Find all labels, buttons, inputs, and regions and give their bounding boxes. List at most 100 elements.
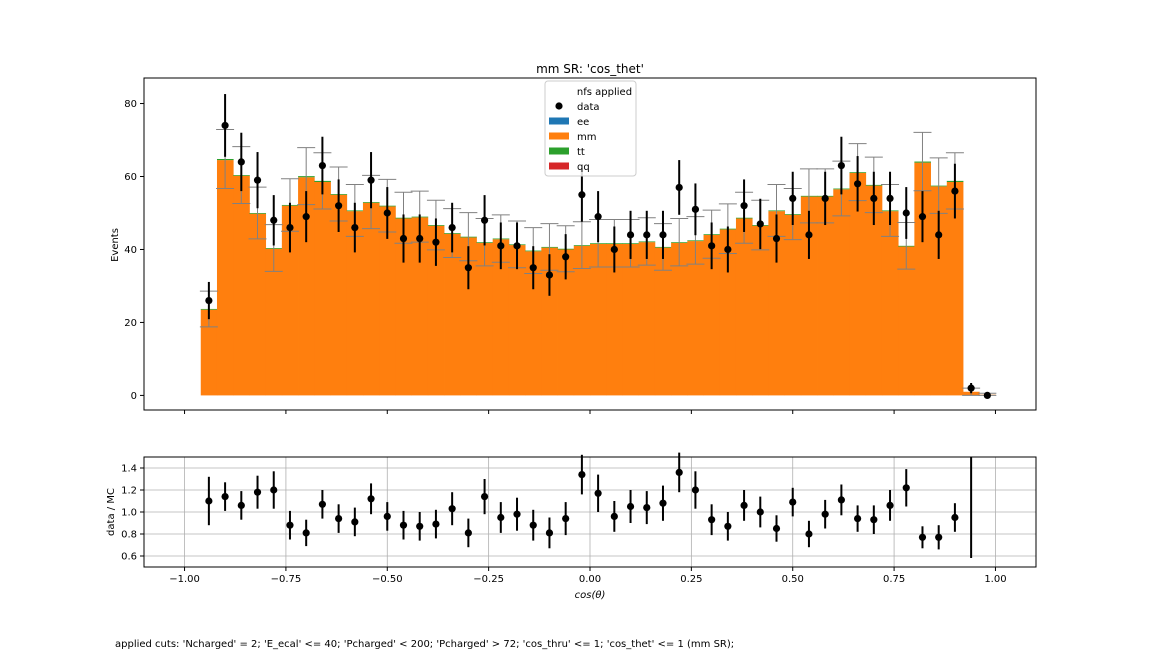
bar-mm [395,218,412,396]
bar-mm [573,245,591,396]
ratio-point [399,510,408,540]
bar-mm [233,175,250,396]
legend-entry-qq: qq [549,162,590,173]
bar-mm [752,225,769,396]
applied-cuts-caption: applied cuts: 'Ncharged' = 2; 'E_ecal' <… [115,639,735,650]
ratio-point [886,490,894,521]
legend-label: data [577,102,600,113]
bar-mm [460,237,477,396]
data-point [529,246,537,290]
x-tick-label: 0.00 [579,574,601,585]
data-point [918,191,927,243]
bar-mm [930,186,948,396]
bar-mm [865,185,883,396]
ratio-y-tick-label: 1.4 [121,464,137,475]
ratio-y-tick-label: 0.6 [121,552,137,563]
data-point [302,191,310,243]
ratio-point [221,482,229,511]
legend-entry-ee: ee [549,117,589,128]
bar-mm [654,247,672,396]
data-point [383,187,391,239]
data-point [513,222,521,270]
ratio-point [854,505,862,532]
legend-swatch [549,162,569,170]
data-point [399,214,408,263]
ratio-point [237,491,245,520]
ratio-point [772,515,781,542]
data-point [708,222,716,270]
bar-mm [671,242,688,396]
data-point [480,195,489,246]
bar-mm [557,249,575,396]
bar-mm [444,233,461,396]
data-point [772,214,781,263]
ratio-point [367,483,375,515]
legend-swatch [549,147,569,155]
legend-label: ee [577,117,589,128]
data-point [789,171,797,226]
ratio-point [497,502,505,533]
bar-mm [898,246,915,396]
data-points [205,94,991,400]
legend-label: tt [577,147,585,158]
ratio-point [253,475,262,509]
data-point [237,132,245,192]
data-point [805,210,813,259]
legend-entries: data ee mm tt qq [549,102,600,173]
x-tick-label: 0.50 [782,574,804,585]
x-tick-label: −0.75 [271,574,302,585]
bar-mm [638,242,656,396]
y-tick-label: 20 [124,318,137,329]
ratio-point [789,487,797,517]
ratio-y-tick-label: 1.0 [121,508,137,519]
bar-mm [622,244,640,396]
ratio-point [318,490,326,519]
ratio-point [432,509,440,539]
data-point [594,191,602,243]
ratio-point [529,509,537,541]
y-tick-label: 80 [124,99,137,110]
data-point [432,218,440,266]
data-point [545,254,554,296]
ratio-point [902,469,910,507]
legend-marker [555,102,563,110]
y-axis-label: Events [110,228,121,262]
bar-mm [784,214,802,396]
bar-mm [800,196,818,396]
ratio-points [205,452,973,558]
bar-mm [249,213,267,396]
bar-mm [298,177,315,396]
ratio-y-axis-label: data / MC [106,488,117,536]
ratio-point [626,490,635,523]
data-point [724,226,732,273]
data-point [821,171,829,226]
bar-mm [216,160,234,396]
ratio-point [335,504,343,533]
x-tick-label: −1.00 [169,574,200,585]
ratio-grid [144,457,1036,567]
bar-mm [281,205,299,396]
bar-mm [687,241,704,396]
ratio-point [821,499,829,529]
main-histogram-panel: mm SR: 'cos_thet' 0 20 40 60 80 Events nfs a… [110,62,1037,414]
bar-mm [881,211,899,396]
ratio-panel: 0.6 0.8 1.0 1.2 1.4 −1.00 −0.75 −0.50 −0.25 0.00 0… [106,452,1037,601]
y-tick-label: 0 [131,391,137,402]
ratio-point [708,504,716,536]
ratio-point [383,502,391,531]
ratio-point [805,520,813,548]
data-point [675,160,683,215]
ratio-point [740,490,748,521]
x-tick-label: 0.25 [680,574,702,585]
ratio-point [610,501,618,532]
ratio-point [416,512,424,541]
ratio-point [513,497,521,531]
data-point [659,210,667,259]
ratio-point [870,505,878,534]
bar-mm [817,196,834,396]
ratio-point [837,484,845,516]
legend-entry-data: data [555,102,600,113]
data-point [205,281,213,320]
bar-mm [525,251,542,396]
data-point [286,202,294,253]
